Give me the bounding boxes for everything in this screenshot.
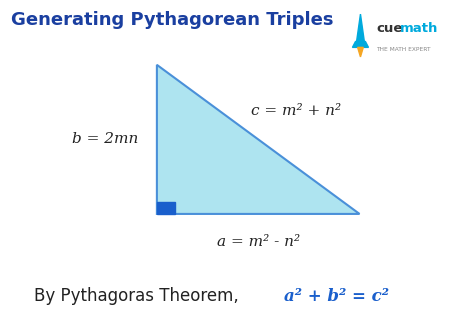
Polygon shape: [157, 202, 175, 214]
Text: math: math: [400, 22, 438, 35]
Polygon shape: [353, 41, 356, 47]
Polygon shape: [356, 14, 365, 47]
Text: THE MATH EXPERT: THE MATH EXPERT: [376, 47, 430, 52]
Text: Generating Pythagorean Triples: Generating Pythagorean Triples: [11, 11, 333, 29]
Text: a² + b² = c²: a² + b² = c²: [284, 288, 389, 305]
Text: c = m² + n²: c = m² + n²: [251, 104, 341, 118]
Polygon shape: [365, 41, 368, 47]
Text: cue: cue: [376, 22, 402, 35]
Text: a = m² - n²: a = m² - n²: [217, 236, 300, 250]
Polygon shape: [157, 65, 359, 214]
Polygon shape: [357, 47, 363, 57]
Text: By Pythagoras Theorem,: By Pythagoras Theorem,: [35, 287, 245, 305]
Text: b = 2mn: b = 2mn: [72, 132, 138, 146]
